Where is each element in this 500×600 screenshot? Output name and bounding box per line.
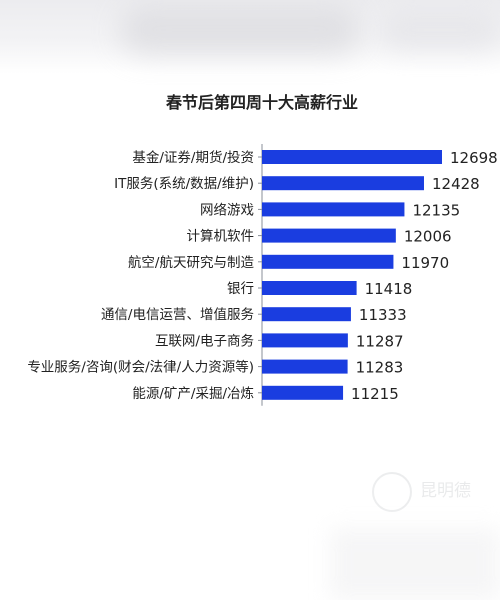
bar	[262, 385, 344, 400]
category-label: 银行	[227, 281, 254, 297]
blurred-region	[380, 10, 500, 50]
bar	[262, 202, 405, 217]
data-label: 11283	[356, 359, 404, 377]
watermark-text: 昆明德	[420, 481, 471, 501]
data-label: 12006	[404, 228, 452, 246]
bar	[262, 176, 424, 191]
data-label: 11215	[351, 385, 399, 403]
watermark: 昆明德	[372, 470, 500, 518]
category-label: IT服务(系统/数据/维护)	[114, 176, 254, 192]
chart-title: 春节后第四周十大高薪行业	[165, 93, 358, 112]
bars-group: 基金/证券/期货/投资 12698 IT服务(系统/数据/维护) 12428 网络游戏 1…	[27, 149, 497, 403]
blurred-region	[330, 528, 500, 600]
data-label: 11287	[356, 332, 404, 350]
category-label: 航空/航天研究与制造	[128, 255, 255, 271]
bar	[262, 254, 394, 269]
bar	[262, 228, 396, 243]
blurred-header-band	[0, 0, 500, 74]
data-label: 11970	[401, 254, 449, 272]
data-label: 12698	[450, 149, 498, 167]
category-label: 通信/电信运营、增值服务	[101, 307, 254, 323]
watermark-logo-icon	[372, 472, 412, 512]
bar	[262, 333, 348, 348]
category-label: 互联网/电子商务	[155, 333, 254, 349]
blurred-region	[120, 6, 360, 54]
category-label: 计算机软件	[187, 229, 255, 245]
data-label: 12135	[412, 201, 460, 219]
bar	[262, 150, 442, 164]
data-label: 12428	[432, 175, 480, 193]
category-label: 基金/证券/期货/投资	[132, 149, 254, 166]
category-label: 能源/矿产/采掘/冶炼	[132, 386, 254, 402]
bar	[262, 307, 351, 322]
category-label: 网络游戏	[200, 202, 254, 218]
data-label: 11418	[365, 280, 413, 298]
data-label: 11333	[359, 306, 407, 324]
category-label: 专业服务/咨询(财会/法律/人力资源等)	[27, 359, 254, 376]
bar	[262, 281, 357, 295]
bar	[262, 359, 348, 374]
